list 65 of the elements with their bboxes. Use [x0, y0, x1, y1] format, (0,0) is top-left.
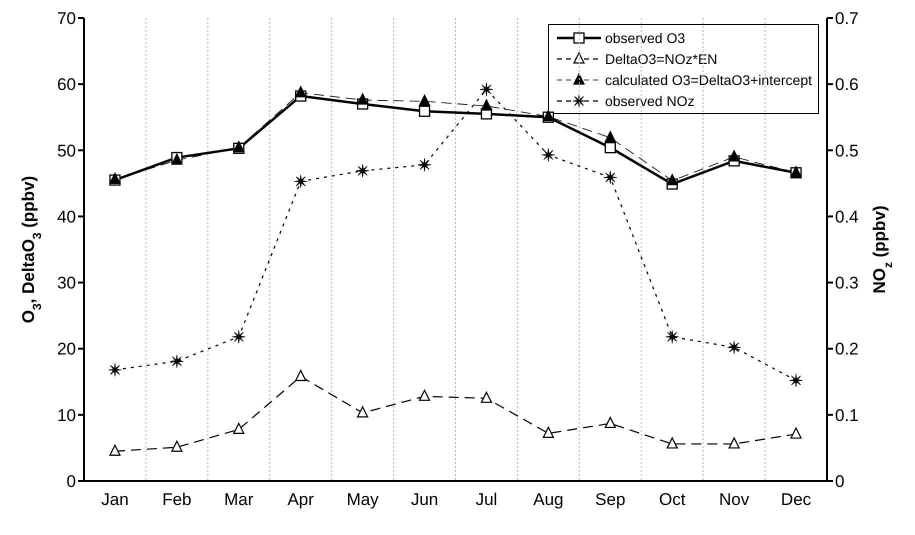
x-tick-label: Nov — [719, 490, 750, 510]
point — [109, 444, 121, 456]
point — [418, 94, 430, 106]
point — [418, 390, 430, 401]
point — [480, 82, 494, 96]
y-tick-label: 0 — [66, 472, 76, 492]
x-tick-label: Dec — [780, 490, 812, 510]
point — [666, 174, 678, 186]
y-tick-label: 30 — [57, 274, 76, 293]
point — [295, 370, 306, 382]
point — [542, 148, 556, 162]
y-tick-label: 60 — [57, 75, 76, 94]
y2-tick-label: 0 — [835, 472, 844, 492]
y2-tick-label: 0.7 — [835, 9, 859, 28]
point — [233, 422, 244, 434]
legend-label: observed NOz — [604, 92, 694, 108]
point — [418, 158, 432, 172]
point — [727, 340, 741, 354]
x-tick-label: Jul — [476, 490, 498, 510]
x-tick-label: Aug — [533, 490, 564, 510]
y-tick-label: 40 — [57, 207, 76, 226]
point — [604, 142, 616, 154]
y-tick-label: 50 — [57, 141, 76, 160]
legend-label: observed O3 — [604, 30, 686, 46]
point — [480, 392, 492, 403]
x-tick-label: Apr — [287, 490, 314, 510]
point — [728, 150, 740, 162]
y2-tick-label: 0.1 — [835, 406, 859, 425]
y2-tick-label: 0.3 — [835, 274, 859, 293]
x-tick-label: Oct — [658, 490, 686, 510]
legend-label: calculated O3=DeltaO3+intercept — [604, 72, 812, 88]
point — [171, 440, 182, 452]
y2-tick-label: 0.6 — [835, 75, 859, 94]
y-tick-label: 20 — [57, 340, 76, 359]
x-tick-label: Jan — [101, 490, 129, 510]
point — [790, 427, 802, 439]
point — [480, 99, 492, 111]
point — [666, 437, 678, 449]
x-tick-label: Jun — [410, 490, 438, 510]
point — [603, 170, 618, 184]
y2-tick-label: 0.5 — [835, 141, 859, 160]
point — [295, 86, 306, 98]
point — [728, 437, 740, 449]
y-tick-label: 10 — [57, 406, 76, 425]
point — [294, 174, 308, 188]
point — [357, 406, 368, 418]
point — [418, 106, 430, 117]
y-tick-label: 70 — [57, 9, 76, 28]
legend-label: DeltaO3=NOz*EN — [604, 50, 718, 66]
point — [542, 426, 554, 438]
point — [232, 330, 246, 344]
point — [789, 374, 803, 388]
point — [170, 354, 184, 368]
point — [604, 131, 616, 142]
point — [108, 363, 122, 377]
point — [665, 330, 680, 344]
x-tick-label: Sep — [595, 490, 626, 510]
y2-tick-label: 0.4 — [835, 207, 859, 226]
point — [604, 416, 616, 428]
point — [357, 93, 368, 105]
x-tick-label: May — [346, 490, 380, 510]
x-tick-label: Mar — [224, 490, 254, 510]
point — [356, 164, 370, 178]
y2-tick-label: 0.2 — [835, 340, 859, 359]
x-tick-label: Feb — [162, 490, 192, 510]
